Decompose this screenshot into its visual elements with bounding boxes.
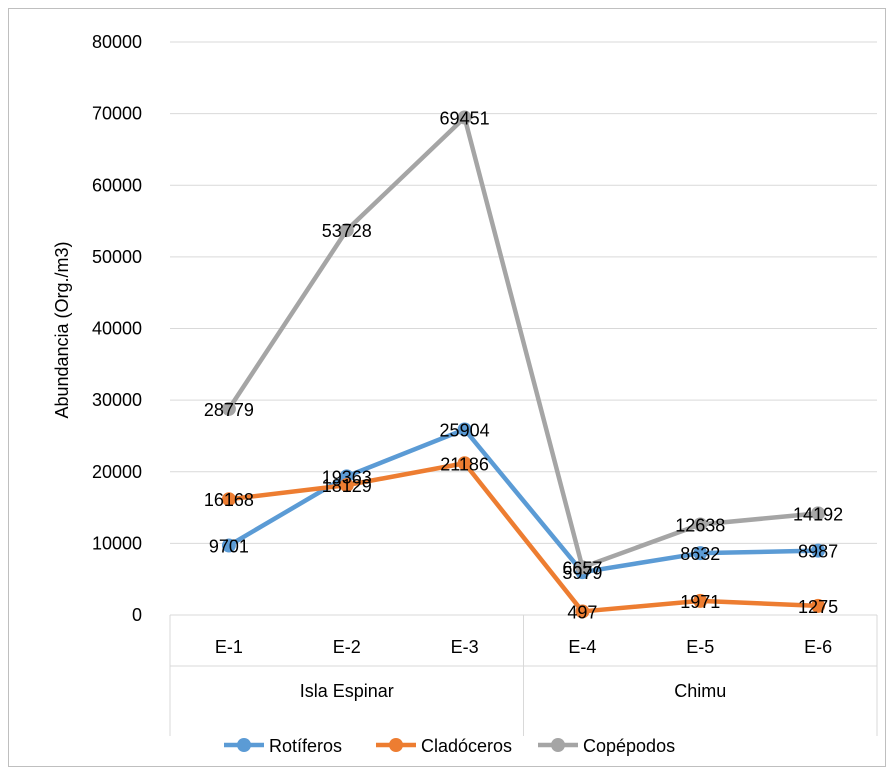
- x-tick-label: E-6: [804, 637, 832, 657]
- y-tick-label: 70000: [92, 104, 142, 124]
- data-label: 21186: [440, 454, 489, 474]
- y-tick-label: 60000: [92, 175, 142, 195]
- data-point: [221, 538, 236, 553]
- data-label: 1971: [680, 592, 720, 612]
- x-tick-label: E-4: [568, 637, 596, 657]
- y-tick-label: 30000: [92, 390, 142, 410]
- legend-entry: Copépodos: [583, 736, 675, 756]
- data-point: [221, 492, 236, 507]
- data-point: [457, 422, 472, 437]
- data-label: 14192: [793, 504, 843, 524]
- data-label: 18129: [322, 476, 372, 496]
- data-point: [457, 110, 472, 125]
- x-tick-label: E-2: [333, 637, 361, 657]
- data-point: [221, 401, 236, 416]
- x-tick-label: E-5: [686, 637, 714, 657]
- legend-marker: [389, 738, 403, 752]
- data-label: 8987: [798, 542, 838, 562]
- y-tick-label: 20000: [92, 462, 142, 482]
- data-label: 25904: [440, 420, 490, 440]
- y-tick-label: 50000: [92, 247, 142, 267]
- data-label: 19363: [322, 467, 372, 487]
- series-line: [226, 115, 821, 570]
- x-group-label: Chimu: [674, 681, 726, 701]
- data-label: 5979: [562, 563, 602, 583]
- series-line: [226, 461, 821, 614]
- data-point: [339, 478, 354, 493]
- data-point: [693, 546, 708, 561]
- series-lines: [221, 110, 826, 619]
- data-point: [693, 593, 708, 608]
- data-point: [339, 223, 354, 238]
- series-line: [226, 427, 821, 575]
- data-labels: 9701 19363 25904 5979 8632 8987 16168 18129 2118…: [204, 109, 843, 623]
- legend-marker: [551, 738, 565, 752]
- x-tick-label: E-1: [215, 637, 243, 657]
- data-label: 69451: [440, 109, 490, 129]
- gridlines: [170, 41, 877, 544]
- data-point: [693, 517, 708, 532]
- data-point: [811, 598, 826, 613]
- data-label: 12638: [675, 515, 725, 535]
- legend-entry: Cladóceros: [421, 736, 512, 756]
- legend-marker: [237, 738, 251, 752]
- data-label: 9701: [209, 537, 249, 557]
- y-tick-label: 40000: [92, 319, 142, 339]
- data-label: 16168: [204, 490, 254, 510]
- y-tick-label: 80000: [92, 32, 142, 52]
- data-point: [575, 604, 590, 619]
- data-label: 28779: [204, 400, 254, 420]
- data-label: 8632: [680, 544, 720, 564]
- data-point: [811, 506, 826, 521]
- y-tick-label: 10000: [92, 533, 142, 553]
- x-tick-label: E-3: [451, 637, 479, 657]
- data-label: 497: [567, 602, 597, 622]
- legend: Rotíferos Cladóceros Copépodos: [224, 736, 675, 756]
- data-label: 6657: [562, 558, 602, 578]
- data-label: 1275: [798, 597, 838, 617]
- data-point: [575, 560, 590, 575]
- data-point: [811, 543, 826, 558]
- data-label: 53728: [322, 221, 372, 241]
- legend-entry: Rotíferos: [269, 736, 342, 756]
- y-axis-label: Abundancia (Org./m3): [52, 241, 72, 418]
- data-point: [457, 456, 472, 471]
- x-group-label: Isla Espinar: [300, 681, 394, 701]
- axes: 0 10000 20000 30000 40000 50000 60000 70000 8000…: [92, 32, 878, 736]
- y-tick-label: 0: [132, 605, 142, 625]
